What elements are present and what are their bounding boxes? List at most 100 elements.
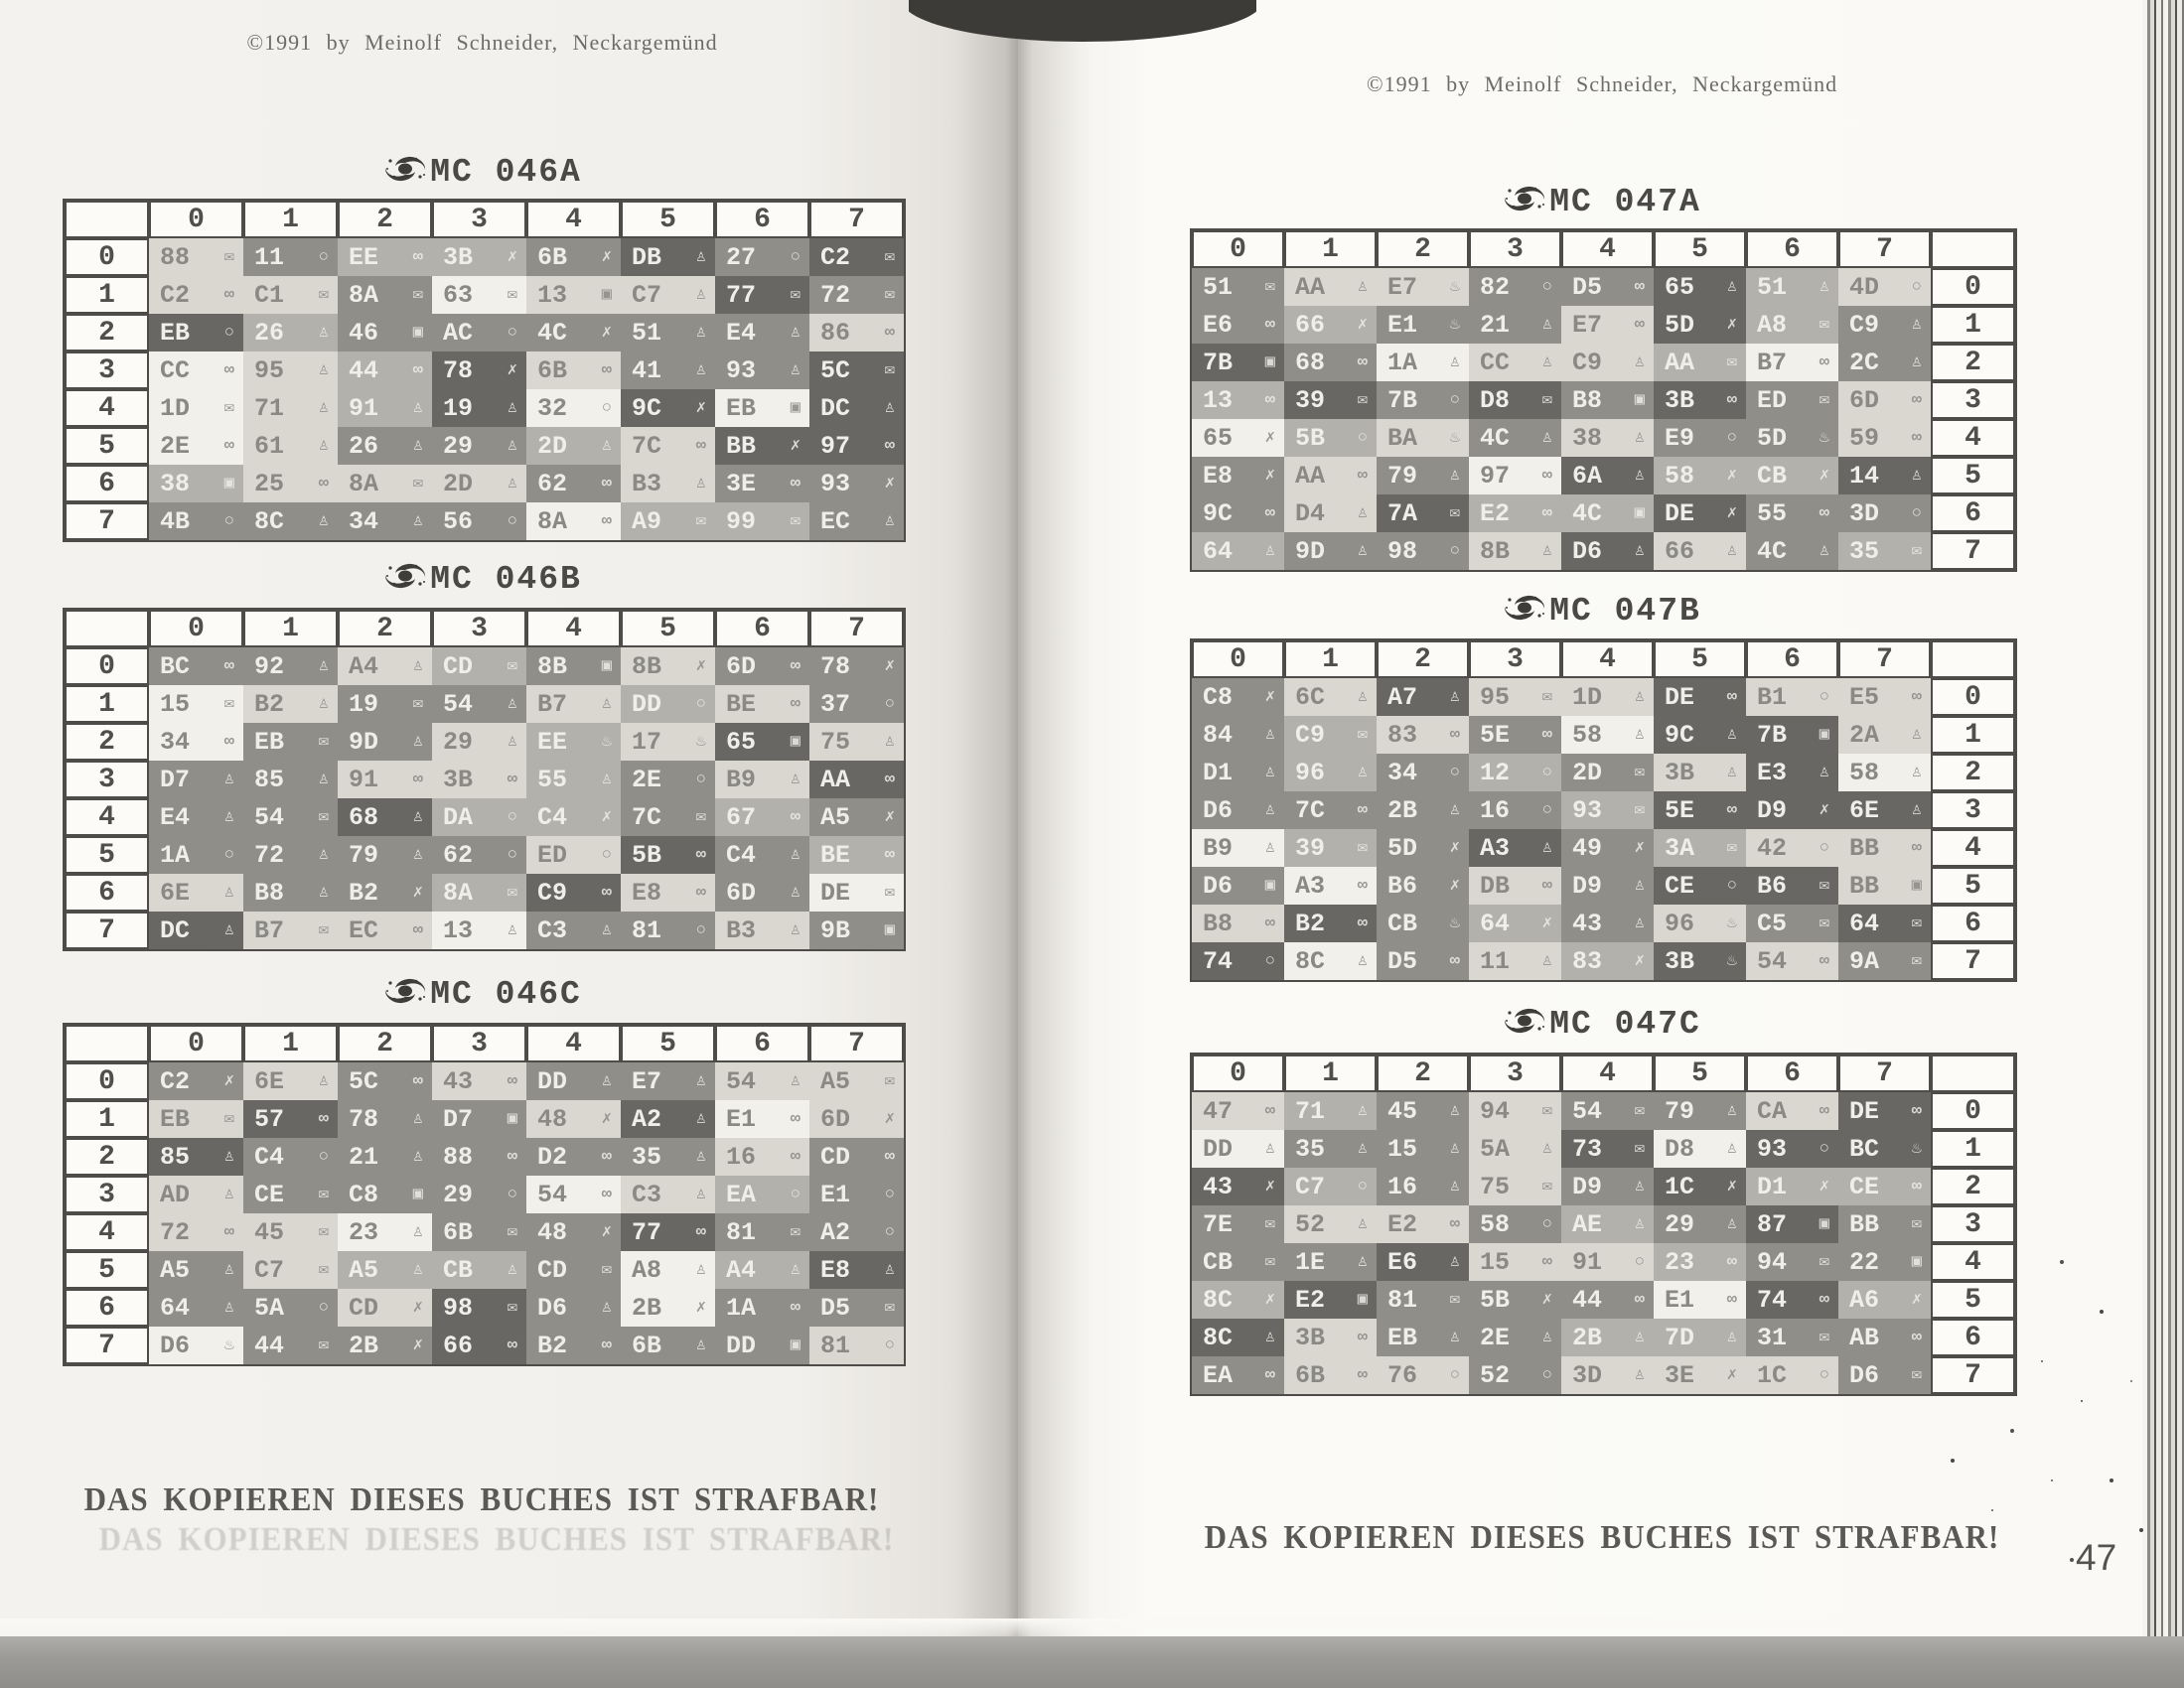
- glasses-icon: ∞: [695, 436, 706, 456]
- code-value: 67: [726, 802, 757, 832]
- code-value: EA: [726, 1180, 757, 1209]
- code-value: A3: [1480, 833, 1511, 863]
- code-cell: 32 ○: [526, 389, 621, 427]
- code-value: 98: [443, 1293, 474, 1323]
- code-value: 7D: [1665, 1323, 1695, 1352]
- code-value: 5A: [1480, 1134, 1511, 1164]
- code-cell: 63 ✉: [432, 276, 526, 314]
- code-value: DE: [1849, 1096, 1880, 1126]
- code-cell: E1 ○: [809, 1176, 904, 1213]
- code-cell: 98 ✉: [432, 1289, 526, 1327]
- code-cell: B9 ♙: [715, 761, 809, 798]
- code-cell: E9 ○: [1654, 419, 1746, 457]
- person-icon: ♙: [695, 1109, 706, 1129]
- code-cell: 26 ♙: [243, 314, 338, 352]
- code-value: 6D: [1849, 385, 1880, 415]
- glasses-icon: ∞: [1449, 1214, 1460, 1234]
- case-icon: ✉: [507, 656, 517, 676]
- box-icon: ▣: [223, 474, 234, 493]
- glasses-icon: ∞: [1911, 1101, 1922, 1121]
- code-value: 65: [726, 727, 757, 757]
- row-header: 3: [1931, 1205, 2015, 1243]
- person-icon: ♙: [1264, 1328, 1275, 1347]
- code-cell: 47 ∞: [1192, 1092, 1284, 1130]
- code-cell: 16 ∞: [715, 1138, 809, 1176]
- code-cell: 67 ∞: [715, 798, 809, 836]
- code-value: 1A: [1387, 348, 1418, 377]
- column-header: 1: [243, 201, 338, 238]
- circle-icon: ○: [1541, 1365, 1552, 1385]
- column-header: 3: [432, 201, 526, 238]
- code-cell: 12 ○: [1469, 754, 1561, 791]
- code-cell: 15 ∞: [1469, 1243, 1561, 1281]
- code-cell: 35 ♙: [621, 1138, 715, 1176]
- code-cell: CE ✉: [243, 1176, 338, 1213]
- x-icon: ✗: [1264, 428, 1275, 448]
- x-icon: ✗: [1264, 1177, 1275, 1196]
- case-icon: ✉: [1541, 1177, 1552, 1196]
- row-header: 4: [1931, 1243, 2015, 1281]
- code-value: 83: [1572, 946, 1603, 976]
- code-cell: D5 ∞: [1561, 268, 1654, 306]
- code-cell: 64 ✉: [1838, 905, 1931, 942]
- person-icon: ♙: [318, 511, 329, 531]
- code-cell: CE ○: [1654, 867, 1746, 905]
- code-cell: B7 ∞: [1746, 344, 1838, 381]
- code-value: 62: [443, 840, 474, 870]
- column-header: 3: [432, 1025, 526, 1062]
- row-header: 0: [1931, 268, 2015, 306]
- circle-icon: ○: [223, 323, 234, 343]
- code-cell: 16 ♙: [1377, 1168, 1469, 1205]
- corner-cell: [1931, 640, 2015, 678]
- code-value: CC: [160, 355, 191, 385]
- person-icon: ♙: [1726, 1101, 1737, 1121]
- code-cell: 21 ♙: [338, 1138, 432, 1176]
- code-cell: B7 ♙: [526, 685, 621, 723]
- code-value: 6E: [1849, 795, 1880, 825]
- code-value: D6: [1203, 795, 1234, 825]
- code-value: CB: [1387, 909, 1418, 938]
- case-icon: ✉: [223, 398, 234, 418]
- person-icon: ♙: [1911, 800, 1922, 820]
- code-value: 44: [254, 1331, 285, 1360]
- code-cell: BC ∞: [149, 647, 243, 685]
- code-cell: DC ♙: [149, 912, 243, 949]
- glasses-icon: ∞: [412, 920, 423, 940]
- box-icon: ▣: [1911, 876, 1922, 896]
- circle-icon: ○: [223, 845, 234, 865]
- circle-icon: ○: [1819, 1365, 1829, 1385]
- circle-icon: ○: [223, 511, 234, 531]
- code-value: 3D: [1572, 1360, 1603, 1390]
- person-icon: ♙: [1449, 1139, 1460, 1159]
- x-icon: ✗: [1264, 466, 1275, 486]
- case-icon: ✉: [884, 360, 895, 380]
- code-cell: 2C ♙: [1838, 344, 1931, 381]
- case-icon: ✉: [1541, 1101, 1552, 1121]
- code-value: 5B: [1295, 423, 1326, 453]
- glasses-icon: ∞: [1634, 277, 1645, 297]
- code-value: 5B: [1480, 1285, 1511, 1315]
- code-cell: D7 ♙: [149, 761, 243, 798]
- code-value: 19: [349, 689, 379, 719]
- code-value: DE: [1665, 682, 1695, 712]
- row-header: 3: [65, 761, 149, 798]
- row-header: 2: [65, 1138, 149, 1176]
- code-cell: AC ○: [432, 314, 526, 352]
- case-icon: ✉: [790, 285, 801, 305]
- case-icon: ✉: [223, 247, 234, 267]
- circle-icon: ○: [884, 694, 895, 714]
- code-cell: 78 ✗: [432, 352, 526, 389]
- code-cell: 35 ✉: [1838, 532, 1931, 570]
- page-number: 47: [2076, 1537, 2117, 1578]
- person-icon: ♙: [601, 1298, 612, 1318]
- code-value: 5A: [254, 1293, 285, 1323]
- code-value: B1: [1757, 682, 1788, 712]
- code-value: 65: [1665, 272, 1695, 302]
- code-value: 66: [1665, 536, 1695, 566]
- code-value: A5: [820, 1066, 851, 1096]
- code-value: 1E: [1295, 1247, 1326, 1277]
- code-cell: E4 ♙: [149, 798, 243, 836]
- code-cell: 14 ♙: [1838, 457, 1931, 494]
- code-cell: B8 ▣: [1561, 381, 1654, 419]
- cup-icon: ♨: [1449, 315, 1460, 335]
